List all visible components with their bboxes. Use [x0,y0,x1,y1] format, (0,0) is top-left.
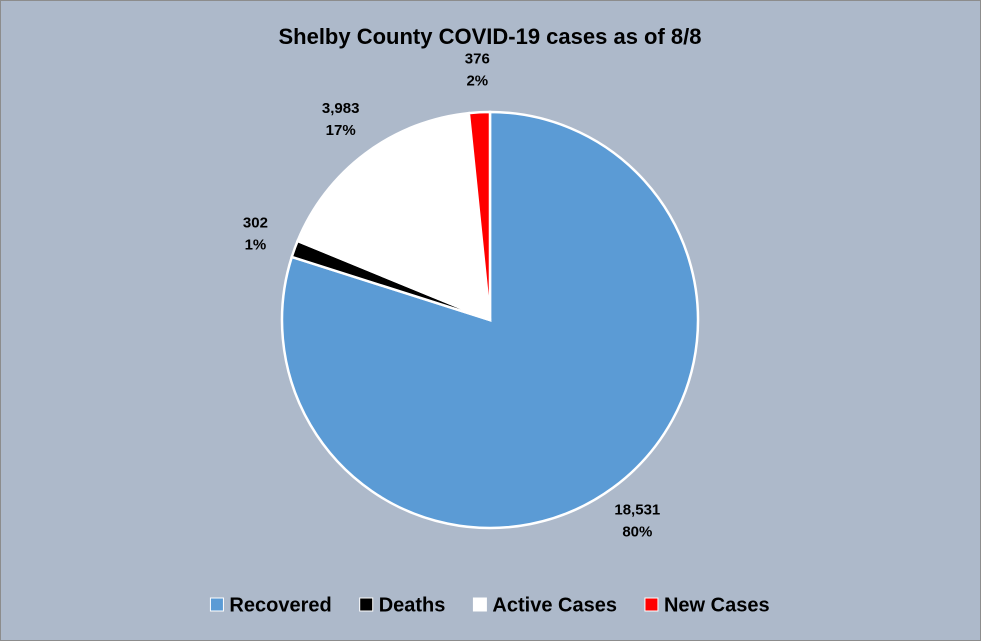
legend-label: New Cases [664,594,770,616]
legend-label: Active Cases [492,594,617,616]
value-label: 302 [243,215,268,232]
percent-label: 2% [466,73,488,90]
percent-label: 80% [622,523,652,540]
chart-title: Shelby County COVID-19 cases as of 8/8 [278,24,701,49]
legend-swatch [644,597,659,612]
pie-slice [467,110,492,321]
value-label: 3,983 [322,100,360,117]
legend-swatch [472,597,487,612]
value-label: 18,531 [614,501,660,518]
legend-label: Deaths [379,594,446,616]
percent-label: 17% [326,122,356,139]
legend-swatch [359,597,374,612]
pie-slice [295,111,492,322]
legend-label: Recovered [229,594,331,616]
legend: Recovered Deaths Active Cases New Cases [209,594,770,616]
percent-label: 1% [245,237,267,254]
legend-swatch [209,597,224,612]
value-label: 376 [465,51,490,68]
